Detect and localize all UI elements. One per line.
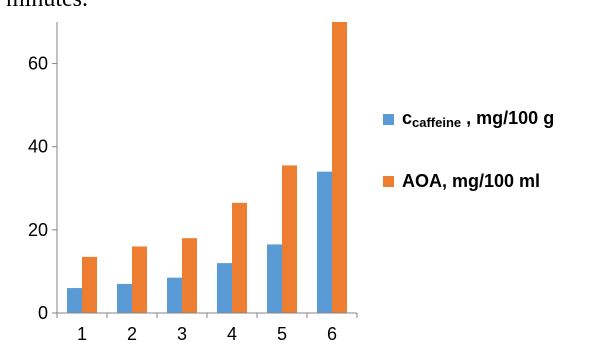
bar-series-1-cat-6 xyxy=(317,171,332,313)
bar-series-2-cat-2 xyxy=(132,246,147,313)
x-tick-label-5: 5 xyxy=(277,324,287,344)
bar-series-1-cat-2 xyxy=(117,283,132,313)
bar-series-1-cat-4 xyxy=(217,263,232,313)
bar-series-2-cat-6 xyxy=(332,22,347,313)
legend-label-aoa: AOA, mg/100 ml xyxy=(402,171,541,191)
x-tick-label-2: 2 xyxy=(127,324,137,344)
bar-series-1-cat-3 xyxy=(167,277,182,313)
legend-label-caffeine-unit: , mg/100 g xyxy=(461,108,555,128)
bar-series-2-cat-3 xyxy=(182,238,197,313)
y-tick-label-20: 20 xyxy=(28,220,48,240)
legend-swatch-aoa xyxy=(383,176,394,187)
bar-series-2-cat-1 xyxy=(82,256,97,313)
x-tick-label-1: 1 xyxy=(77,324,87,344)
legend-item-caffeine: ccaffeine , mg/100 g xyxy=(383,108,554,130)
bar-series-1-cat-1 xyxy=(67,288,82,313)
x-tick-label-4: 4 xyxy=(227,324,237,344)
x-tick-label-3: 3 xyxy=(177,324,187,344)
legend-swatch-caffeine xyxy=(383,113,394,125)
x-tick-label-6: 6 xyxy=(327,324,337,344)
legend-label-caffeine: ccaffeine , mg/100 g xyxy=(402,108,555,130)
y-tick-label-0: 0 xyxy=(38,303,48,323)
legend-label-caffeine-sub: caffeine xyxy=(412,115,462,130)
legend-item-aoa: AOA, mg/100 ml xyxy=(383,171,540,192)
y-tick-label-60: 60 xyxy=(28,54,48,74)
legend-label-caffeine-main: c xyxy=(402,108,413,128)
bar-series-2-cat-4 xyxy=(232,202,247,313)
y-tick-label-40: 40 xyxy=(28,137,48,157)
cropped-caption-text: minutes. xyxy=(6,0,88,13)
bar-series-2-cat-5 xyxy=(282,165,297,313)
bar-series-1-cat-5 xyxy=(267,244,282,313)
